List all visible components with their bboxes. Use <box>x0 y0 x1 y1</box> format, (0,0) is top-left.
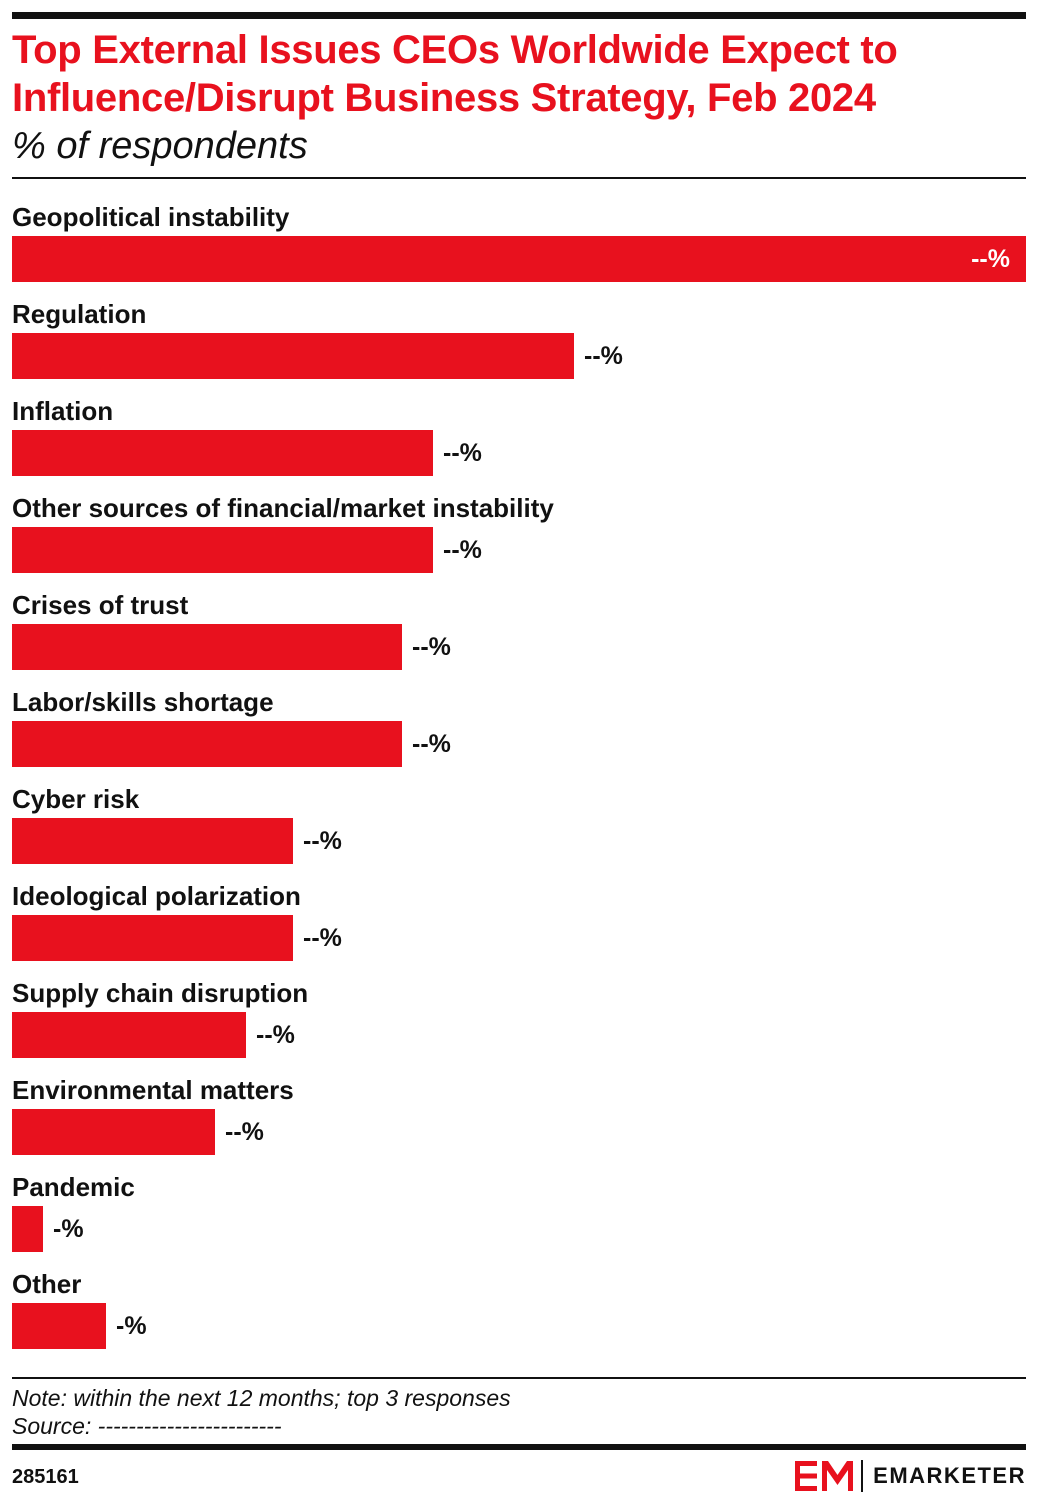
category-label: Crises of trust <box>12 590 189 620</box>
chart-id: 285161 <box>12 1466 79 1488</box>
bar <box>12 721 402 767</box>
bottom-rule <box>12 1444 1026 1450</box>
bar <box>12 1303 106 1349</box>
data-label: -% <box>116 1312 147 1340</box>
category-label: Pandemic <box>12 1172 135 1202</box>
chart-note: Note: within the next 12 months; top 3 r… <box>12 1385 511 1411</box>
category-label: Cyber risk <box>12 784 140 814</box>
data-label: --% <box>303 827 342 855</box>
data-label: --% <box>225 1118 264 1146</box>
data-label: -% <box>53 1215 84 1243</box>
bar <box>12 624 402 670</box>
chart-source: Source: ------------------------ <box>12 1413 282 1439</box>
category-label: Supply chain disruption <box>12 978 309 1008</box>
category-label: Other sources of financial/market instab… <box>12 493 554 523</box>
data-label: --% <box>412 633 451 661</box>
top-rule <box>12 12 1026 19</box>
data-label: --% <box>971 245 1010 273</box>
category-label: Labor/skills shortage <box>12 687 274 717</box>
category-label: Inflation <box>12 396 114 426</box>
bar <box>12 527 433 573</box>
bar <box>12 333 574 379</box>
category-label: Environmental matters <box>12 1075 294 1105</box>
data-label: --% <box>584 342 623 370</box>
category-label: Regulation <box>12 299 147 329</box>
data-label: --% <box>303 924 342 952</box>
chart-title: Top External Issues CEOs Worldwide Expec… <box>12 28 898 120</box>
data-label: --% <box>443 439 482 467</box>
bar <box>12 430 433 476</box>
brand-name: EMARKETER <box>873 1463 1026 1488</box>
chart-subtitle: % of respondents <box>12 125 308 167</box>
data-label: --% <box>256 1021 295 1049</box>
emarketer-em-icon <box>795 1461 854 1491</box>
data-label: --% <box>443 536 482 564</box>
footer-divider <box>12 1377 1026 1379</box>
bar <box>12 818 293 864</box>
header-divider <box>12 177 1026 179</box>
emarketer-logo: EMARKETER <box>795 1459 1026 1493</box>
data-label: --% <box>412 730 451 758</box>
bar <box>12 1206 43 1252</box>
category-label: Ideological polarization <box>12 881 301 911</box>
bar <box>12 236 1026 282</box>
bar-chart: Geopolitical instability --% Regulation --%… <box>0 186 1038 1362</box>
bar <box>12 1012 246 1058</box>
bar <box>12 915 293 961</box>
logo-separator <box>861 1460 864 1492</box>
category-label: Other <box>12 1269 82 1299</box>
bar <box>12 1109 215 1155</box>
category-label: Geopolitical instability <box>12 202 290 232</box>
